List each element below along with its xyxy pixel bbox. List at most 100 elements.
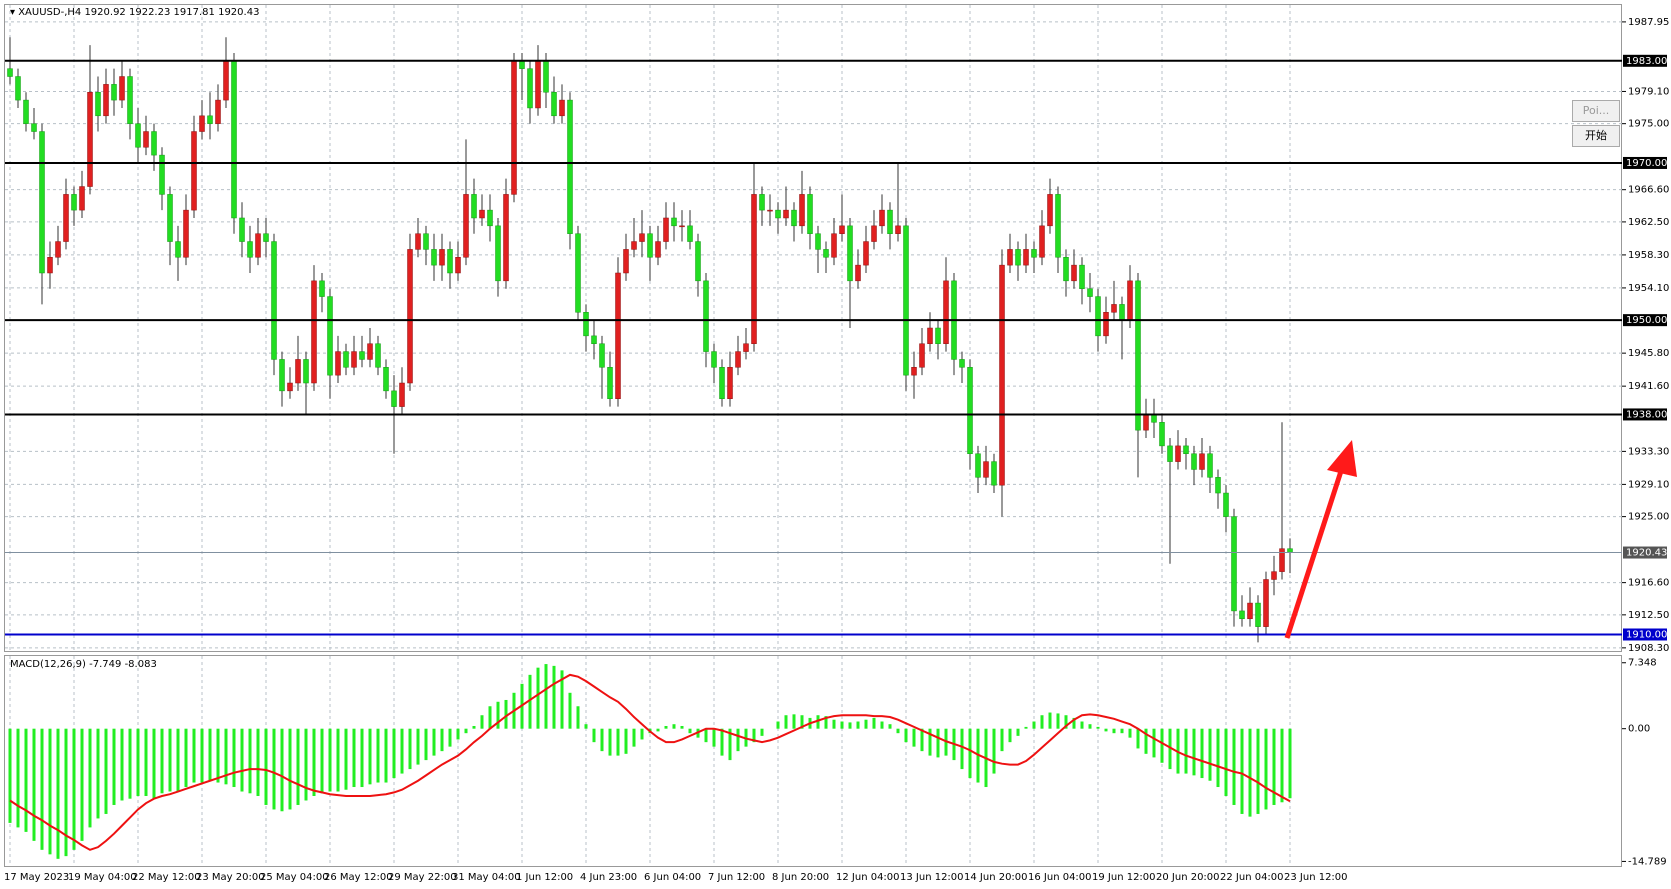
macd-bar	[232, 728, 236, 788]
x-tick-label: 17 May 2023	[4, 872, 69, 883]
candle-body	[367, 343, 373, 360]
macd-bar	[1280, 728, 1284, 803]
price-label-box	[1623, 546, 1667, 559]
candle-body	[71, 194, 77, 211]
candle-body	[719, 367, 725, 399]
macd-bar	[1256, 728, 1260, 814]
symbol: XAUUSD-,H4	[18, 7, 81, 18]
macd-bar	[1032, 721, 1036, 729]
candle-body	[247, 241, 253, 258]
candle-body	[815, 233, 821, 250]
candle-body	[935, 327, 941, 344]
candle-body	[783, 209, 789, 219]
candle-body	[1215, 477, 1221, 494]
y-tick-label: 1925.00	[1628, 512, 1669, 523]
y-tick-label: 1941.60	[1628, 381, 1669, 392]
candle-body	[287, 382, 293, 392]
y-tick-label: 1912.50	[1628, 610, 1669, 621]
macd-bar	[1232, 728, 1236, 805]
macd-bar	[920, 728, 924, 752]
macd-bar	[432, 728, 436, 756]
macd-bar	[24, 728, 28, 832]
candle-body	[1063, 257, 1069, 282]
macd-bar	[192, 728, 196, 783]
macd-bar	[208, 728, 212, 781]
y-tick-label: 1979.10	[1628, 86, 1669, 97]
candle-body	[871, 225, 877, 242]
candle-body	[807, 194, 813, 234]
macd-bar	[1168, 728, 1172, 770]
annotation-arrow	[1284, 440, 1357, 639]
candle-body	[495, 225, 501, 282]
macd-bar	[712, 728, 716, 747]
macd-bar	[664, 726, 668, 729]
candle-body	[1007, 249, 1013, 266]
x-tick-label: 23 May 20:00	[196, 872, 265, 883]
macd-bar	[104, 728, 108, 814]
candle-body	[1183, 445, 1189, 454]
macd-bar	[800, 715, 804, 729]
macd-bar	[864, 719, 868, 729]
candle-body	[599, 343, 605, 368]
macd-bar	[568, 692, 572, 729]
candle-body	[863, 241, 869, 266]
candle-body	[919, 343, 925, 368]
x-tick-label: 1 Jun 12:00	[516, 872, 573, 883]
x-tick-label: 12 Jun 04:00	[836, 872, 900, 883]
candle-body	[143, 131, 149, 148]
macd-bar	[936, 728, 940, 758]
macd-bar	[8, 728, 12, 823]
candle-body	[1287, 548, 1293, 553]
macd-bar	[584, 724, 588, 729]
candle-body	[855, 264, 861, 282]
chart-header: ▾ XAUUSD-,H4 1920.92 1922.23 1917.81 192…	[10, 7, 259, 18]
open: 1920.92	[84, 7, 125, 18]
macd-bar	[424, 728, 428, 761]
macd-bar	[32, 728, 36, 841]
macd-bar	[176, 728, 180, 792]
macd-bar	[120, 728, 124, 801]
macd-bar	[448, 728, 452, 747]
candle-body	[255, 233, 261, 258]
level-label: 1983.00	[1626, 56, 1667, 67]
macd-bar	[16, 728, 20, 828]
candle-body	[151, 131, 157, 156]
macd-bar	[1272, 728, 1276, 805]
candle-body	[215, 99, 221, 124]
candle-body	[207, 115, 213, 124]
x-tick-label: 4 Jun 23:00	[580, 872, 637, 883]
y-tick-label: 1916.60	[1628, 578, 1669, 589]
candle-body	[1247, 602, 1253, 620]
candle-body	[375, 343, 381, 368]
candle-body	[1231, 516, 1237, 612]
candle-body	[199, 115, 205, 132]
candle-body	[1031, 249, 1037, 258]
candle-body	[503, 194, 509, 282]
candle-body	[1015, 249, 1021, 266]
macd-bar	[464, 728, 468, 734]
macd-bar	[360, 728, 364, 788]
y-tick-label: 1966.60	[1628, 185, 1669, 196]
button[interactable]: 开始	[1572, 125, 1620, 147]
candle-body	[471, 194, 477, 219]
macd-bar	[1008, 728, 1012, 743]
candle-body	[767, 209, 773, 212]
macd-bar	[1144, 728, 1148, 754]
macd-bar	[560, 670, 564, 729]
x-tick-label: 19 Jun 12:00	[1092, 872, 1156, 883]
candle-body	[271, 241, 277, 360]
macd-bar	[1216, 728, 1220, 788]
candle-body	[535, 60, 541, 109]
x-tick-label: 25 May 04:00	[260, 872, 329, 883]
candle-body	[1191, 453, 1197, 470]
candle-body	[1143, 414, 1149, 431]
button[interactable]: Poi...	[1572, 100, 1620, 122]
macd-bar	[1240, 728, 1244, 814]
macd-bar	[264, 728, 268, 805]
x-tick-label: 14 Jun 20:00	[964, 872, 1028, 883]
macd-bar	[752, 728, 756, 743]
candle-body	[1223, 492, 1229, 517]
macd-bar	[1072, 717, 1076, 729]
macd-bar	[1040, 715, 1044, 729]
